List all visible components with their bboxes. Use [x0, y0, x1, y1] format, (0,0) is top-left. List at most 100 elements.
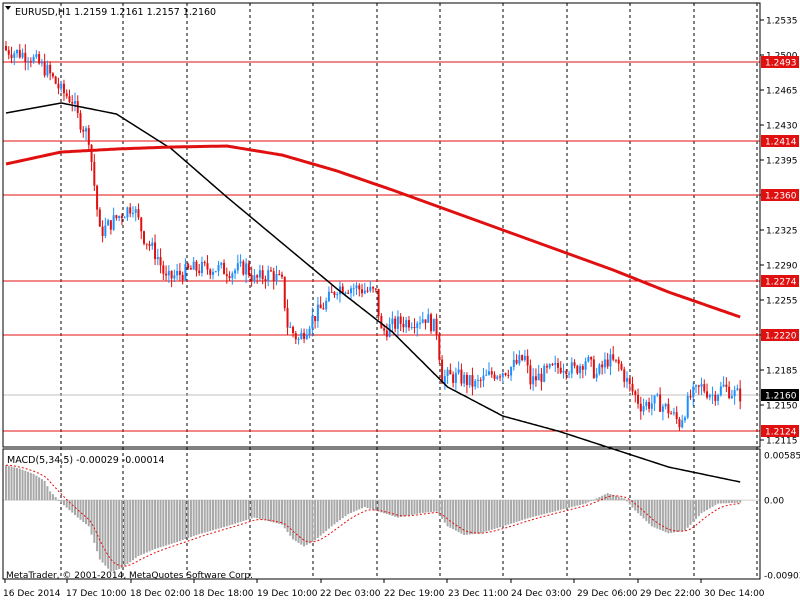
macd-bar: [62, 500, 65, 506]
horizontal-price-levels: [3, 61, 760, 432]
candle-body: [319, 304, 322, 309]
candle-body: [131, 212, 134, 214]
level-label-box: [761, 425, 799, 437]
time-tick-label: 22 Dec 19:00: [384, 589, 445, 599]
candle-body: [430, 314, 433, 332]
candle-body: [126, 207, 129, 218]
candle-body: [438, 334, 441, 360]
macd-bar: [675, 500, 678, 532]
macd-bar: [305, 500, 308, 545]
macd-bar: [512, 500, 515, 523]
macd-bar: [46, 486, 49, 501]
macd-bar: [377, 500, 380, 512]
candle-body: [245, 263, 248, 275]
candle-body: [148, 244, 151, 246]
macd-bar: [664, 500, 667, 533]
candle-body: [603, 359, 606, 368]
chart-menu-triangle-icon[interactable]: [5, 6, 11, 10]
level-label-box: [761, 275, 799, 287]
macd-bar: [90, 500, 93, 535]
candle-body: [115, 215, 118, 219]
macd-bar: [568, 500, 571, 508]
macd-bar: [184, 500, 187, 540]
macd-bar: [424, 500, 427, 513]
macd-bar: [278, 500, 281, 524]
candle-body: [294, 333, 297, 340]
level-label-box: [761, 135, 799, 147]
macd-bar: [372, 500, 375, 510]
macd-bar: [421, 500, 424, 513]
candle-body: [642, 406, 645, 412]
macd-bar: [623, 498, 626, 501]
macd-bar: [234, 500, 237, 524]
macd-bar: [706, 500, 709, 511]
candle-body: [281, 274, 283, 277]
candle-body: [120, 216, 123, 218]
candle-body: [598, 364, 601, 374]
macd-bar: [38, 477, 41, 501]
candle-body: [441, 359, 444, 384]
macd-pane-frame: [2, 448, 761, 580]
macd-bar: [471, 500, 474, 535]
macd-bar: [383, 500, 386, 514]
macd-bar: [557, 500, 559, 511]
candle-body: [283, 276, 286, 309]
candle-body: [316, 304, 319, 321]
candle-body: [540, 373, 543, 382]
candle-body: [499, 376, 502, 378]
candle-body: [736, 388, 739, 391]
candle-body: [482, 375, 485, 381]
candle-body: [452, 374, 455, 383]
candle-body: [523, 355, 526, 361]
macd-bar: [225, 500, 228, 527]
macd-bar: [283, 500, 286, 529]
candle-body: [551, 364, 554, 366]
macd-bar: [496, 500, 499, 529]
candle-body: [471, 375, 474, 387]
candle-body: [664, 403, 667, 407]
candle-body: [628, 378, 631, 384]
macd-bar: [93, 500, 96, 543]
candle-body: [510, 367, 513, 376]
macd-bar: [131, 500, 134, 561]
macd-bar: [532, 500, 535, 517]
candle-body: [645, 402, 648, 407]
macd-bar: [394, 500, 397, 517]
candle-body: [623, 369, 626, 382]
symbol-header: EURUSD,H1 1.2159 1.2161 1.2157 1.2160: [15, 7, 216, 18]
candle-body: [714, 394, 717, 401]
macd-bar: [452, 500, 455, 530]
macd-bar: [396, 500, 399, 518]
macd-bar: [27, 471, 30, 501]
candle-body: [170, 270, 173, 279]
candle-body: [107, 220, 110, 226]
macd-bar: [562, 500, 565, 510]
candle-body: [162, 265, 165, 274]
candle-body: [278, 273, 281, 275]
candle-body: [675, 412, 678, 420]
candle-body: [681, 420, 684, 428]
candle-body: [504, 373, 507, 376]
candle-body: [377, 288, 380, 316]
price-tick-label: 1.2150: [766, 402, 798, 412]
candle-body: [27, 61, 30, 63]
macd-bar: [13, 467, 16, 501]
candle-body: [242, 261, 245, 275]
candle-body: [407, 320, 410, 328]
time-tick-label: 22 Dec 03:00: [320, 589, 381, 599]
macd-bar: [592, 499, 595, 501]
moving-average-0: [5, 102, 741, 483]
candle-body: [363, 290, 366, 294]
candle-body: [595, 373, 598, 378]
macd-bar: [438, 500, 441, 516]
macd-bar: [733, 500, 736, 503]
copyright-text: MetaTrader, © 2001-2014, MetaQuotes Soft…: [6, 571, 253, 581]
level-label-box: [761, 56, 799, 68]
macd-bar: [700, 500, 703, 514]
macd-bar: [501, 500, 504, 527]
candle-body: [178, 270, 181, 275]
price-tick-label: 1.2430: [766, 122, 798, 132]
candle-body: [181, 274, 184, 281]
macd-bar: [330, 500, 333, 527]
